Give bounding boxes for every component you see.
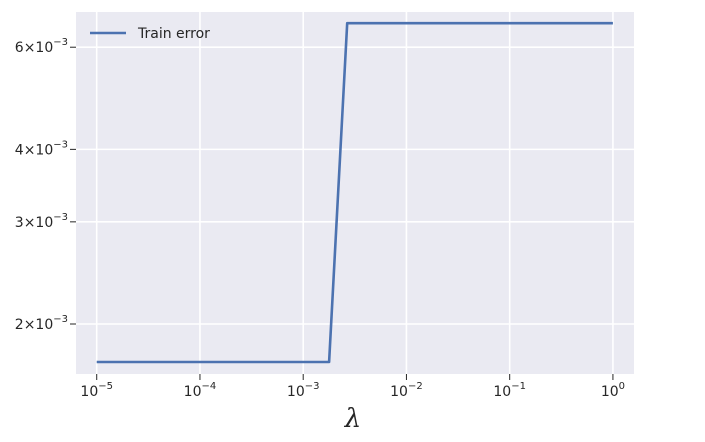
- x-tick-base: 10: [287, 384, 305, 400]
- x-tick-exponent: −3: [305, 381, 320, 392]
- x-tick-label: 10−1: [493, 381, 526, 400]
- series-group: [96, 21, 613, 364]
- plot-background: [76, 12, 634, 374]
- y-tick-exponent: −3: [53, 314, 68, 325]
- x-tick-label: 10−4: [184, 381, 217, 400]
- x-tick-base: 10: [390, 384, 408, 400]
- x-tick-base: 10: [493, 384, 511, 400]
- x-tick-exponent: 0: [619, 381, 625, 392]
- y-tick-mantissa: 6: [15, 40, 24, 56]
- x-tick-label: 100: [601, 381, 625, 400]
- y-tick-times: ×: [24, 142, 36, 158]
- y-tick-mantissa: 2: [15, 317, 24, 333]
- x-tick-label: 10−3: [287, 381, 320, 400]
- y-tick-base: 10: [35, 215, 53, 231]
- legend: Train error: [90, 26, 210, 42]
- x-tick-exponent: −5: [98, 381, 113, 392]
- y-tick-label: 6×10−3: [15, 37, 68, 56]
- y-tick-label: 4×10−3: [15, 139, 68, 158]
- y-tick-base: 10: [35, 142, 53, 158]
- x-axis-label: λ: [344, 404, 361, 434]
- y-tick-label: 2×10−3: [15, 314, 68, 333]
- x-tick-label: 10−2: [390, 381, 423, 400]
- x-tick-exponent: −1: [511, 381, 526, 392]
- y-tick-mantissa: 4: [15, 142, 24, 158]
- grid-lines: [76, 12, 634, 374]
- x-tick-base: 10: [601, 384, 619, 400]
- y-tick-times: ×: [24, 40, 36, 56]
- y-tick-base: 10: [35, 317, 53, 333]
- x-tick-base: 10: [80, 384, 98, 400]
- y-tick-times: ×: [24, 215, 36, 231]
- x-tick-base: 10: [184, 384, 202, 400]
- y-tick-base: 10: [35, 40, 53, 56]
- x-tick-label: 10−5: [80, 381, 113, 400]
- y-tick-mantissa: 3: [15, 215, 24, 231]
- y-tick-label: 3×10−3: [15, 212, 68, 231]
- x-axis-ticks: 10−5 10−4 10−3 10−2 10−1 100: [80, 374, 625, 400]
- legend-label: Train error: [137, 26, 210, 42]
- y-tick-exponent: −3: [53, 212, 68, 223]
- y-tick-times: ×: [24, 317, 36, 333]
- y-axis-ticks: 2×10−33×10−34×10−36×10−3: [15, 37, 76, 333]
- series-line-train-error: [96, 21, 613, 364]
- y-tick-exponent: −3: [53, 139, 68, 150]
- y-tick-exponent: −3: [53, 37, 68, 48]
- x-tick-exponent: −4: [201, 381, 216, 392]
- x-tick-exponent: −2: [408, 381, 423, 392]
